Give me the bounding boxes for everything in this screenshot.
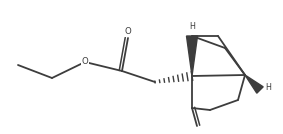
- Text: H: H: [265, 83, 271, 92]
- Text: O: O: [82, 57, 88, 66]
- Text: H: H: [189, 22, 195, 31]
- Polygon shape: [245, 75, 263, 93]
- Text: O: O: [125, 27, 131, 36]
- Polygon shape: [186, 36, 198, 76]
